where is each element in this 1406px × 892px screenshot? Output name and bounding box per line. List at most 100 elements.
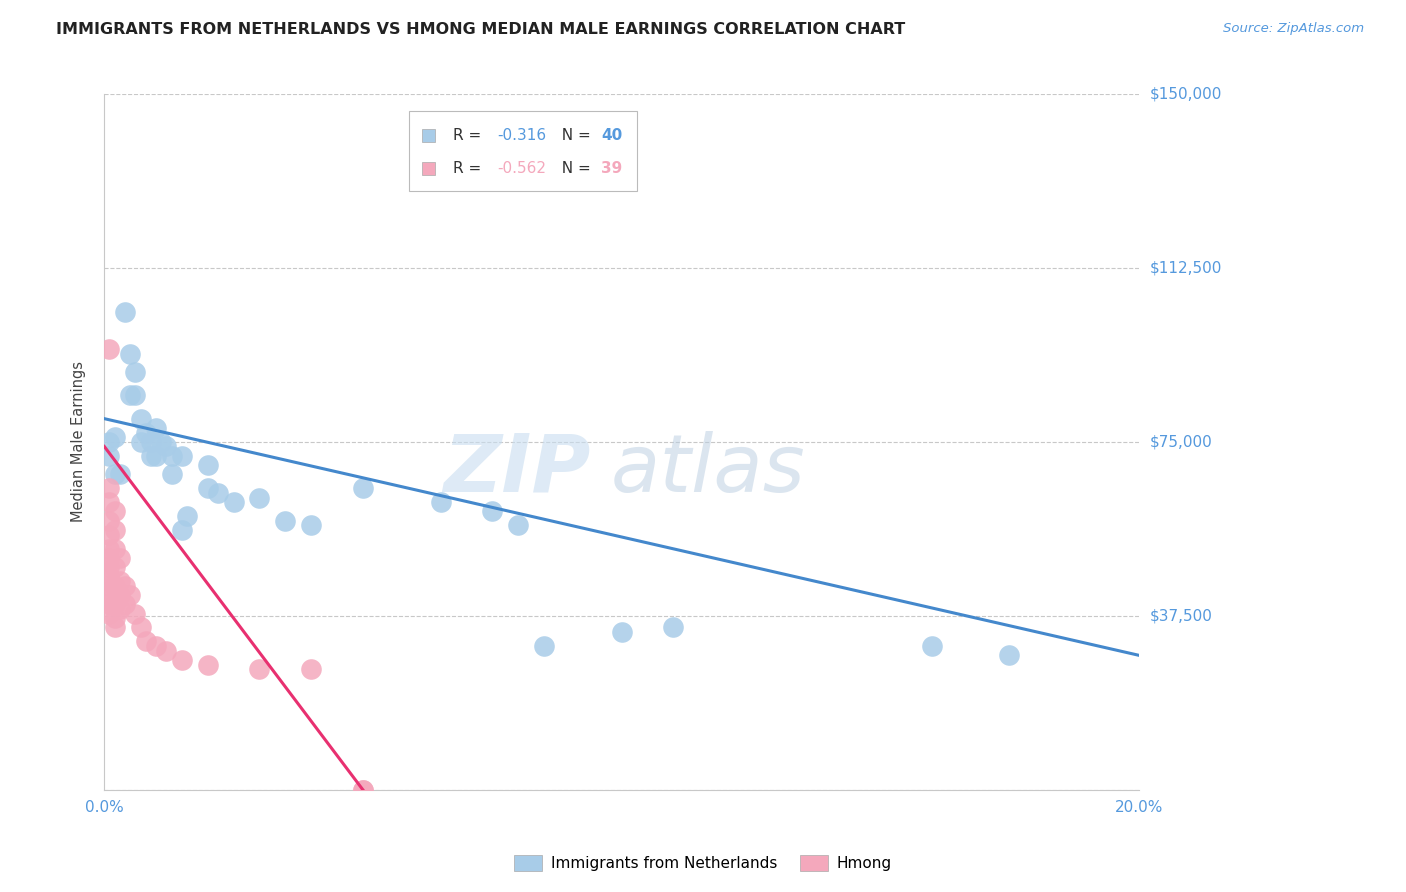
Point bbox=[533, 639, 555, 653]
Point bbox=[104, 620, 127, 634]
Legend: Immigrants from Netherlands, Hmong: Immigrants from Netherlands, Hmong bbox=[508, 849, 898, 877]
Bar bbox=[409, 112, 637, 191]
Text: N =: N = bbox=[553, 161, 596, 176]
Point bbox=[145, 421, 167, 435]
Point bbox=[98, 514, 121, 528]
Point bbox=[108, 550, 131, 565]
Point bbox=[299, 518, 322, 533]
Point bbox=[352, 481, 374, 495]
Point bbox=[610, 625, 633, 640]
Point bbox=[160, 467, 183, 482]
Text: -0.562: -0.562 bbox=[498, 161, 547, 176]
Point bbox=[170, 523, 193, 537]
Point bbox=[98, 597, 121, 611]
Point bbox=[104, 430, 127, 444]
Point bbox=[150, 434, 173, 449]
Point bbox=[176, 509, 198, 524]
Point bbox=[352, 782, 374, 797]
Point bbox=[108, 602, 131, 616]
Point bbox=[155, 440, 177, 454]
Point bbox=[139, 434, 162, 449]
Point bbox=[104, 597, 127, 611]
Point bbox=[274, 514, 297, 528]
Point bbox=[114, 579, 136, 593]
Point bbox=[114, 305, 136, 319]
Point bbox=[108, 574, 131, 588]
Point bbox=[98, 495, 121, 509]
Point bbox=[129, 620, 152, 634]
Point bbox=[120, 388, 142, 402]
Point bbox=[98, 342, 121, 356]
Text: atlas: atlas bbox=[612, 431, 806, 508]
Point bbox=[98, 569, 121, 583]
Point bbox=[124, 607, 146, 621]
Point bbox=[98, 527, 121, 541]
Point bbox=[98, 541, 121, 556]
Point bbox=[129, 411, 152, 425]
Text: $112,500: $112,500 bbox=[1150, 260, 1222, 276]
Point bbox=[114, 597, 136, 611]
Point bbox=[104, 611, 127, 625]
Point bbox=[108, 467, 131, 482]
Point bbox=[197, 458, 219, 472]
Point bbox=[429, 495, 451, 509]
Point bbox=[170, 449, 193, 463]
Point bbox=[98, 449, 121, 463]
Point bbox=[222, 495, 245, 509]
Point bbox=[506, 518, 529, 533]
Point bbox=[98, 588, 121, 602]
Point bbox=[129, 434, 152, 449]
Point bbox=[98, 434, 121, 449]
Point bbox=[139, 449, 162, 463]
Point bbox=[145, 449, 167, 463]
Point bbox=[104, 560, 127, 574]
Point bbox=[249, 662, 271, 676]
Point bbox=[104, 504, 127, 518]
Text: $150,000: $150,000 bbox=[1150, 87, 1222, 102]
Point bbox=[108, 588, 131, 602]
Point bbox=[124, 365, 146, 379]
Point bbox=[120, 588, 142, 602]
Text: -0.316: -0.316 bbox=[498, 128, 547, 143]
Text: R =: R = bbox=[453, 161, 486, 176]
Point bbox=[98, 560, 121, 574]
Y-axis label: Median Male Earnings: Median Male Earnings bbox=[72, 361, 86, 523]
Text: $75,000: $75,000 bbox=[1150, 434, 1212, 450]
Point bbox=[104, 541, 127, 556]
Point bbox=[98, 607, 121, 621]
Point bbox=[170, 653, 193, 667]
Point bbox=[124, 388, 146, 402]
Text: Source: ZipAtlas.com: Source: ZipAtlas.com bbox=[1223, 22, 1364, 36]
Point bbox=[98, 481, 121, 495]
Point bbox=[197, 481, 219, 495]
Point bbox=[197, 657, 219, 672]
Text: 39: 39 bbox=[600, 161, 621, 176]
Point bbox=[135, 425, 157, 440]
Text: $37,500: $37,500 bbox=[1150, 608, 1213, 624]
Point bbox=[98, 579, 121, 593]
Text: ZIP: ZIP bbox=[443, 431, 591, 508]
Point bbox=[921, 639, 943, 653]
Point bbox=[104, 579, 127, 593]
Point bbox=[104, 467, 127, 482]
Point bbox=[135, 634, 157, 648]
Point bbox=[998, 648, 1021, 663]
Point bbox=[104, 523, 127, 537]
Text: 40: 40 bbox=[600, 128, 621, 143]
Text: N =: N = bbox=[553, 128, 596, 143]
Point bbox=[98, 550, 121, 565]
Point bbox=[160, 449, 183, 463]
Point bbox=[662, 620, 685, 634]
Point bbox=[207, 486, 229, 500]
Point bbox=[145, 639, 167, 653]
Text: IMMIGRANTS FROM NETHERLANDS VS HMONG MEDIAN MALE EARNINGS CORRELATION CHART: IMMIGRANTS FROM NETHERLANDS VS HMONG MED… bbox=[56, 22, 905, 37]
Point bbox=[120, 347, 142, 361]
Point bbox=[249, 491, 271, 505]
Point bbox=[299, 662, 322, 676]
Bar bbox=[422, 129, 434, 142]
Point bbox=[481, 504, 503, 518]
Point bbox=[155, 643, 177, 657]
Bar bbox=[422, 162, 434, 175]
Point bbox=[352, 782, 374, 797]
Text: R =: R = bbox=[453, 128, 486, 143]
